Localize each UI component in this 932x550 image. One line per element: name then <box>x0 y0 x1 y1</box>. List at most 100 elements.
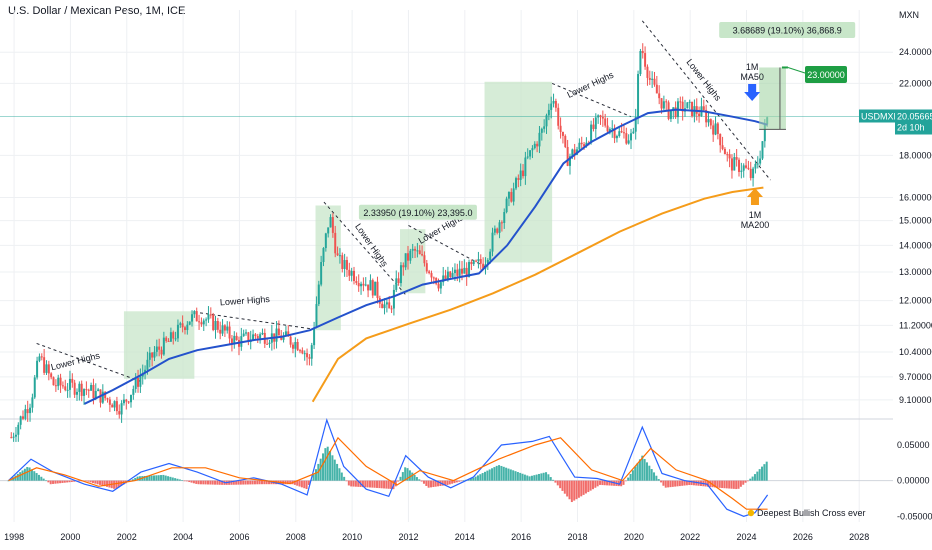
candle-body <box>578 142 581 150</box>
ma50-arrow-icon <box>744 84 761 101</box>
candle-body <box>686 102 689 109</box>
macd-histogram-bar <box>399 476 402 481</box>
macd-histogram-bar <box>641 455 644 481</box>
candle-body <box>186 324 189 331</box>
macd-histogram-bar <box>303 480 306 489</box>
candle-body <box>437 283 440 289</box>
macd-histogram-bar <box>556 480 559 486</box>
projection-label-bg <box>719 22 856 38</box>
candle-body <box>754 163 757 169</box>
macd-histogram-bar <box>427 480 430 488</box>
candle-body <box>730 158 733 171</box>
macd-histogram-bar <box>418 479 421 481</box>
macd-histogram-bar <box>413 474 416 481</box>
macd-histogram-bar <box>648 465 651 481</box>
macd-histogram-bar <box>195 480 198 484</box>
macd-histogram-bar <box>573 480 576 501</box>
macd-histogram-bar <box>707 480 710 487</box>
candle-body <box>529 150 532 157</box>
macd-histogram-bar <box>30 469 33 481</box>
x-tick-label: 2004 <box>173 532 193 542</box>
x-tick-label: 2016 <box>511 532 531 542</box>
macd-histogram-bar <box>751 476 754 481</box>
candle-body <box>735 157 738 160</box>
macd-histogram-bar <box>688 480 691 486</box>
macd-histogram-bar <box>631 470 634 481</box>
candle-body <box>52 377 55 386</box>
price-tag-symbol: USDMXN <box>861 111 900 121</box>
candle-body <box>214 321 217 331</box>
price-tag-countdown: 2d 10h <box>897 122 925 132</box>
macd-histogram-bar <box>54 480 57 484</box>
candle-body <box>172 332 175 339</box>
macd-histogram-bar <box>296 480 299 486</box>
macd-histogram-bar <box>178 479 181 481</box>
macd-histogram-bar <box>502 466 505 481</box>
macd-histogram-bar <box>265 480 268 485</box>
candle-body <box>33 377 36 398</box>
candle-body <box>167 340 170 342</box>
candle-body <box>45 364 48 373</box>
candle-body <box>40 356 43 358</box>
candle-body <box>414 248 417 251</box>
candle-body <box>38 356 41 361</box>
candle-body <box>282 335 285 340</box>
candle-body <box>637 74 640 118</box>
candle-body <box>618 131 621 136</box>
macd-histogram-bar <box>718 480 721 488</box>
candle-body <box>277 328 280 336</box>
macd-histogram-bar <box>96 480 99 485</box>
candle-body <box>482 263 485 269</box>
macd-histogram-bar <box>380 480 383 489</box>
projection-box <box>759 67 786 130</box>
macd-histogram-bar <box>657 479 660 481</box>
y-tick-label: 11.20000 <box>899 320 932 330</box>
macd-histogram-bar <box>237 480 240 485</box>
candle-body <box>524 157 527 177</box>
macd-histogram-bar <box>19 472 22 481</box>
candle-body <box>691 101 694 117</box>
candle-body <box>559 125 562 132</box>
macd-histogram-bar <box>606 480 609 486</box>
macd-histogram-bar <box>164 475 167 481</box>
y-tick-label: 12.00000 <box>899 296 932 306</box>
candle-body <box>573 149 576 155</box>
macd-histogram-bar <box>244 480 247 485</box>
candle-body <box>151 352 154 358</box>
macd-histogram-bar <box>491 468 494 481</box>
macd-histogram-bar <box>575 480 578 500</box>
candle-body <box>707 119 710 123</box>
candle-body <box>451 273 454 277</box>
candle-body <box>472 260 475 265</box>
macd-histogram-bar <box>584 480 587 494</box>
macd-histogram-bar <box>131 479 134 481</box>
macd-histogram-bar <box>298 480 301 487</box>
macd-histogram-bar <box>305 480 308 490</box>
macd-histogram-bar <box>307 480 310 485</box>
macd-histogram-bar <box>73 480 76 482</box>
candle-body <box>409 250 412 261</box>
candle-body <box>634 117 637 132</box>
macd-histogram-bar <box>171 477 174 481</box>
macd-histogram-bar <box>312 474 315 481</box>
candle-body <box>207 314 210 320</box>
macd-histogram-bar <box>765 461 768 481</box>
macd-histogram-bar <box>498 465 501 481</box>
macd-histogram-bar <box>61 480 64 483</box>
candle-body <box>432 277 435 279</box>
candle-body <box>125 399 128 402</box>
y-tick-label: 9.10000 <box>899 395 932 405</box>
candle-body <box>200 322 203 325</box>
candle-body <box>230 338 233 344</box>
macd-histogram-bar <box>516 472 519 481</box>
macd-histogram-bar <box>761 466 764 481</box>
macd-histogram-bar <box>561 480 564 491</box>
macd-histogram-bar <box>338 468 341 481</box>
candle-body <box>756 163 759 165</box>
macd-histogram-bar <box>56 480 59 484</box>
candle-body <box>374 281 377 296</box>
candle-body <box>571 149 574 157</box>
macd-histogram-bar <box>152 475 155 481</box>
macd-histogram-bar <box>366 480 369 488</box>
y-tick-label: 13.00000 <box>899 267 932 277</box>
